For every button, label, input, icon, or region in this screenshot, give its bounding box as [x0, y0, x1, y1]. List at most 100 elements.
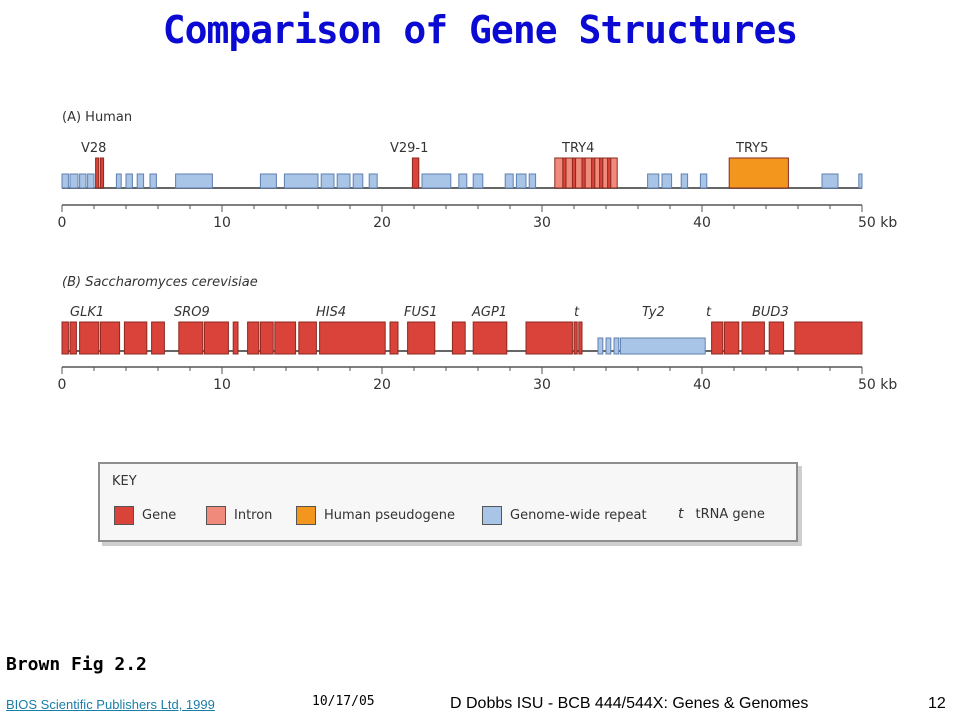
- human-repeat-12: [283, 173, 319, 189]
- yeast-repeat-24: [619, 337, 706, 355]
- human-repeat-9: [149, 173, 157, 189]
- yeast-gene-0: [61, 321, 69, 355]
- footer-date: 10/17/05: [312, 694, 375, 709]
- key-item-gene: Gene: [114, 506, 176, 525]
- trna-symbol: t: [678, 506, 684, 522]
- gene-swatch: [114, 506, 134, 525]
- yeast-repeat-21: [597, 337, 604, 355]
- yeast-axis-tick-label-4: 40: [693, 377, 711, 393]
- human-repeat-36: [821, 173, 839, 189]
- yeast-gene-3: [99, 321, 121, 355]
- yeast-gene-25: [711, 321, 724, 355]
- yeast-gene-15: [407, 321, 436, 355]
- yeast-axis-tick-label-5: 50 kb: [858, 377, 897, 393]
- human-repeat-15: [352, 173, 364, 189]
- human-gene-25: [562, 157, 567, 189]
- key-label-intron: Intron: [234, 508, 273, 523]
- human-axis-tick-label-5: 50 kb: [858, 215, 897, 231]
- yeast-gene-8: [232, 321, 239, 355]
- human-repeat-14: [336, 173, 351, 189]
- human-gene-4: [95, 157, 100, 189]
- human-panel-label: (A) Human: [62, 110, 132, 125]
- human-repeat-31: [647, 173, 660, 189]
- yeast-axis-tick-label-0: 0: [58, 377, 67, 393]
- key-title: KEY: [112, 474, 137, 489]
- gene-label-bud3: BUD3: [752, 305, 789, 320]
- yeast-gene-16: [451, 321, 466, 355]
- yeast-gene-10: [259, 321, 274, 355]
- repeat-swatch: [482, 506, 502, 525]
- human-repeat-1: [69, 173, 79, 189]
- gene-label-his4: HIS4: [316, 305, 346, 320]
- human-repeat-37: [858, 173, 863, 189]
- human-axis-tick-label-4: 40: [693, 215, 711, 231]
- human-repeat-10: [175, 173, 213, 189]
- yeast-gene-9: [247, 321, 260, 355]
- yeast-gene-26: [723, 321, 740, 355]
- trna-label-1: t: [574, 305, 580, 320]
- yeast-features: [61, 321, 863, 355]
- human-repeat-20: [472, 173, 484, 189]
- yeast-gene-1: [69, 321, 77, 355]
- human-repeat-34: [699, 173, 708, 189]
- figure-key: KEY Gene Intron Human pseudogene Genome-…: [98, 462, 798, 542]
- yeast-gene-12: [298, 321, 317, 355]
- human-axis-tick-label-0: 0: [58, 215, 67, 231]
- key-label-pseudogene: Human pseudogene: [324, 508, 455, 523]
- key-item-repeat: Genome-wide repeat: [482, 506, 647, 525]
- gene-label-fus1: FUS1: [404, 305, 438, 320]
- yeast-gene-28: [768, 321, 785, 355]
- human-pseudogene-35: [728, 157, 789, 189]
- human-axis-tick-label-1: 10: [213, 215, 231, 231]
- yeast-gene-29: [794, 321, 863, 355]
- publisher-link[interactable]: BIOS Scientific Publishers Ltd, 1999: [6, 697, 215, 712]
- key-item-intron: Intron: [206, 506, 272, 525]
- human-gene-26: [571, 157, 577, 189]
- yeast-gene-2: [79, 321, 100, 355]
- yeast-panel-label: (B) Saccharomyces cerevisiae: [62, 275, 258, 290]
- human-repeat-16: [368, 173, 378, 189]
- yeast-repeat-22: [605, 337, 612, 355]
- gene-label-glk1: GLK1: [70, 305, 104, 320]
- human-gene-28: [591, 157, 596, 189]
- yeast-gene-7: [203, 321, 229, 355]
- human-axis-tick-label-3: 30: [533, 215, 551, 231]
- yeast-gene-18: [525, 321, 573, 355]
- yeast-axis-ticks: 0 10 20 30 40 50 kb: [58, 367, 897, 393]
- yeast-gene-27: [741, 321, 765, 355]
- yeast-gene-6: [178, 321, 204, 355]
- yeast-axis-tick-label-3: 30: [533, 377, 551, 393]
- human-repeat-23: [528, 173, 537, 189]
- yeast-gene-20: [578, 321, 583, 355]
- human-repeat-18: [421, 173, 452, 189]
- human-axis-tick-label-2: 20: [373, 215, 391, 231]
- human-repeat-19: [458, 173, 468, 189]
- gene-label-agp1: AGP1: [471, 305, 507, 320]
- footer-course: D Dobbs ISU - BCB 444/544X: Genes & Geno…: [450, 695, 809, 712]
- key-label-gene: Gene: [142, 508, 177, 523]
- figure-caption: Brown Fig 2.2: [6, 654, 147, 675]
- human-repeat-2: [79, 173, 87, 189]
- human-repeat-7: [125, 173, 133, 189]
- key-label-repeat: Genome-wide repeat: [510, 508, 647, 523]
- human-repeat-8: [136, 173, 145, 189]
- human-repeat-21: [504, 173, 514, 189]
- yeast-repeat-23: [613, 337, 620, 355]
- pseudogene-swatch: [296, 506, 316, 525]
- page-number: 12: [928, 695, 946, 712]
- key-item-trna: t tRNA gene: [678, 506, 765, 522]
- yeast-gene-4: [123, 321, 148, 355]
- human-gene-5: [99, 157, 105, 189]
- human-repeat-0: [61, 173, 69, 189]
- human-repeat-32: [661, 173, 673, 189]
- key-item-pseudogene: Human pseudogene: [296, 506, 455, 525]
- human-gene-27: [581, 157, 586, 189]
- human-axis-ticks: 0 10 20 30 40 50 kb: [58, 205, 897, 231]
- human-gene-29: [599, 157, 604, 189]
- trna-label-2: t: [706, 305, 712, 320]
- human-repeat-22: [515, 173, 527, 189]
- gene-label-ty2: Ty2: [642, 305, 665, 320]
- gene-label-try4: TRY4: [561, 141, 594, 156]
- yeast-gene-19: [573, 321, 578, 355]
